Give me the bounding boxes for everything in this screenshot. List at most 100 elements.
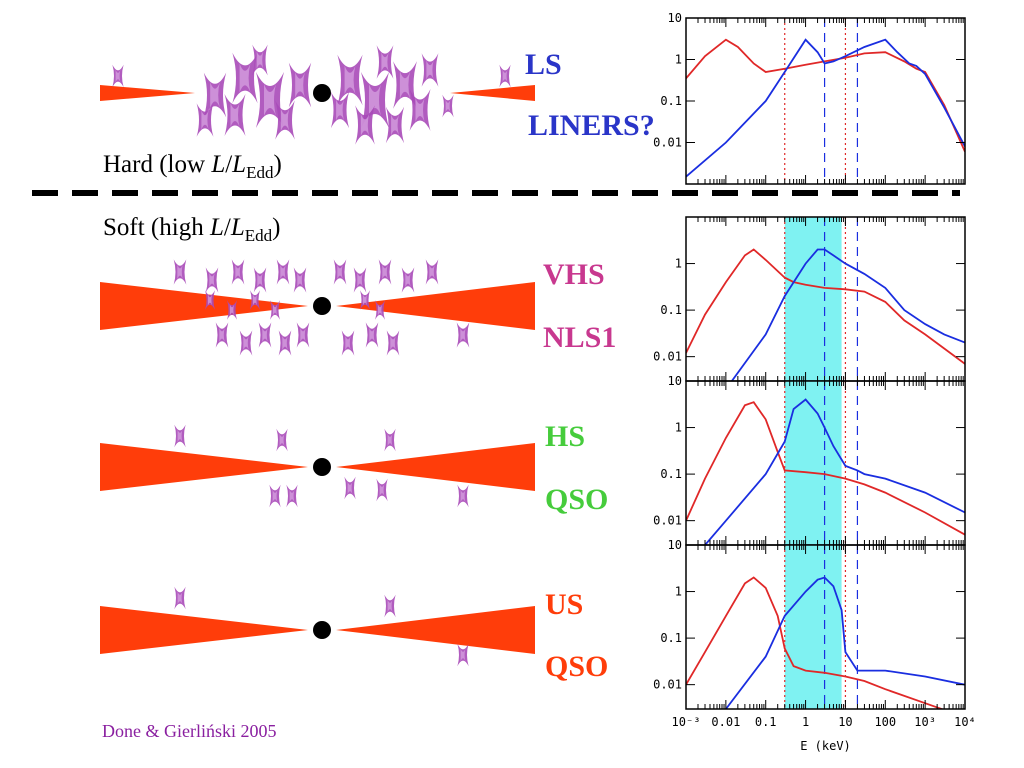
corona-blob	[355, 105, 375, 145]
us-state-sketch	[100, 586, 535, 667]
blue-spectrum-line	[730, 248, 965, 381]
panel-frame	[685, 17, 966, 185]
y-tick-label: 0.01	[653, 350, 682, 364]
corona-blob	[457, 484, 469, 508]
label-qso-2: QSO	[545, 650, 608, 683]
corona-blob	[288, 62, 312, 108]
blue-spectrum-line	[724, 576, 965, 709]
corona-blob	[269, 484, 281, 508]
corona-blob	[330, 91, 350, 129]
corona-blob	[276, 428, 288, 452]
corona-blob	[203, 72, 227, 118]
x-tick-label: 0.1	[755, 715, 777, 729]
disc-right	[336, 606, 535, 654]
corona-blob	[205, 290, 215, 310]
spectrum-panel-ls: 10 1 0.1 0.01	[653, 11, 966, 185]
corona-blob	[341, 330, 355, 356]
spectrum-panel-vhs: 1 0.1 0.01	[653, 216, 966, 382]
x-tick-label: 100	[874, 715, 896, 729]
y-tick-label: 10	[668, 538, 682, 552]
soft-state-heading: Soft (high L/LEdd)	[103, 214, 280, 245]
corona-blob	[112, 64, 124, 88]
x-tick-label: 10	[838, 715, 852, 729]
red-spectrum-line	[686, 576, 945, 709]
corona-blob	[278, 330, 292, 356]
corona-blob	[276, 259, 290, 285]
corona-blob	[173, 259, 187, 285]
energy-band	[784, 545, 842, 709]
corona-blob	[253, 267, 267, 293]
y-tick-label: 0.1	[660, 631, 682, 645]
label-ls: LS	[525, 48, 562, 81]
credit-text: Done & Gierliński 2005	[102, 721, 276, 741]
corona-blob	[353, 267, 367, 293]
x-axis-label: E (keV)	[800, 739, 851, 753]
red-spectrum-line	[686, 401, 965, 536]
y-tick-label: 0.1	[660, 303, 682, 317]
vhs-state-sketch	[100, 259, 535, 356]
corona-blob	[421, 53, 439, 87]
disc-left	[100, 606, 308, 654]
corona-blob	[385, 106, 405, 144]
corona-blob	[252, 44, 268, 76]
corona-blob	[337, 54, 363, 106]
y-tick-label: 10	[668, 374, 682, 388]
corona-blob	[442, 94, 454, 118]
corona-blob	[425, 259, 439, 285]
x-axis-ticks: 10⁻³ 0.01 0.1 1 10 100 10³ 10⁴	[672, 715, 976, 729]
corona-blob	[457, 643, 469, 667]
x-tick-label: 0.01	[711, 715, 740, 729]
x-tick-label: 10⁻³	[672, 715, 701, 729]
disc-left	[100, 282, 308, 330]
spectrum-panel-us: 10 1 0.1 0.01	[653, 538, 966, 710]
y-tick-label: 0.1	[660, 94, 682, 108]
corona-blob	[250, 290, 260, 310]
corona-blob	[174, 424, 186, 448]
disc-left	[100, 85, 195, 101]
corona-blob	[409, 89, 431, 131]
disc-left	[100, 443, 308, 491]
black-hole	[313, 297, 331, 315]
corona-blob	[215, 322, 229, 348]
corona-blob	[378, 259, 392, 285]
corona-blob	[256, 72, 284, 128]
corona-blob	[361, 72, 389, 128]
y-tick-label: 1	[675, 585, 682, 599]
red-spectrum-line	[686, 38, 965, 153]
hard-state-sketch	[100, 44, 535, 145]
corona-blob	[375, 300, 385, 320]
label-qso-1: QSO	[545, 483, 608, 516]
corona-blob	[344, 476, 356, 500]
corona-blob	[296, 322, 310, 348]
corona-blob	[393, 61, 417, 109]
x-tick-label: 10⁴	[954, 715, 976, 729]
blue-spectrum-line	[686, 38, 965, 178]
spectrum-panel-hs: 10 1 0.1 0.01	[653, 374, 966, 546]
corona-blob	[499, 64, 511, 88]
y-tick-label: 0.01	[653, 514, 682, 528]
panel-frame	[685, 544, 966, 710]
energy-band	[784, 381, 842, 545]
corona-blob	[456, 322, 470, 348]
corona-blob	[232, 52, 258, 104]
y-tick-label: 10	[668, 11, 682, 25]
corona-blob	[365, 322, 379, 348]
corona-blob	[239, 330, 253, 356]
disc-right	[336, 443, 535, 491]
disc-right	[450, 85, 535, 101]
black-hole	[313, 84, 331, 102]
y-tick-label: 1	[675, 53, 682, 67]
corona-blob	[376, 478, 388, 502]
corona-blob	[231, 259, 245, 285]
black-hole	[313, 458, 331, 476]
label-us: US	[545, 588, 583, 621]
corona-blob	[376, 45, 394, 79]
corona-blob	[174, 586, 186, 610]
corona-blob	[258, 322, 272, 348]
label-liners: LINERS?	[528, 109, 655, 142]
y-tick-label: 0.1	[660, 467, 682, 481]
red-spectrum-line	[686, 248, 965, 365]
hs-state-sketch	[100, 424, 535, 508]
corona-blob	[196, 103, 214, 137]
corona-blob	[270, 300, 280, 320]
